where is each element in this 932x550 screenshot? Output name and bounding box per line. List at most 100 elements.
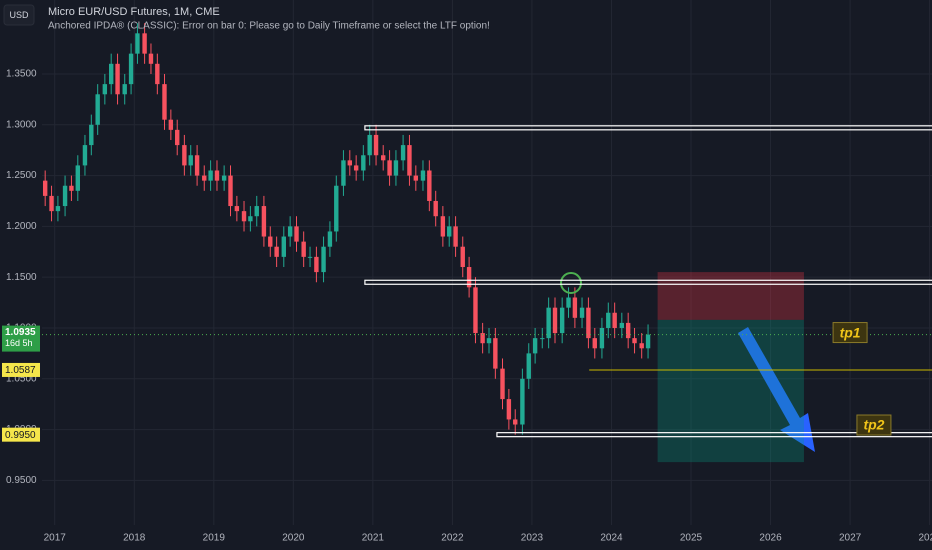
x-tick-label: 2028 [918,533,932,544]
candle-body [122,84,127,95]
candle-body [254,206,259,217]
candle-body [168,119,174,130]
x-tick-label: 2018 [123,533,146,544]
candle-body [268,236,273,247]
candle-body [234,206,240,212]
candle-body [202,175,207,181]
candle-body [55,206,61,212]
candle-body [500,368,505,400]
candle-body [540,338,545,340]
price-label: 1.0587 [5,365,36,376]
arrow [738,327,815,452]
x-tick-label: 2022 [441,533,464,544]
candle-body [592,338,597,349]
candle-body [552,307,558,334]
candle-body [69,185,74,191]
candle-body [453,226,458,247]
candle-body [62,185,68,207]
candle-body [75,165,80,191]
price-label: 0.9950 [5,430,36,441]
candle-body [281,236,286,257]
candle-body [381,155,386,161]
annotation-box [856,414,892,436]
candle-body [645,334,651,349]
y-tick-label: 0.9500 [6,475,37,486]
price-label-box [2,362,40,377]
candle-body [301,241,306,257]
marks [42,23,651,435]
x-tick-label: 2017 [44,533,67,544]
candle-body [407,145,412,176]
y-tick-label: 1.0500 [6,373,37,384]
candle-body [307,256,313,258]
annotation: tp1 [840,324,861,340]
candle-body [447,226,452,237]
y-tick-label: 1.1500 [6,272,37,283]
x-tick-label: 2019 [203,533,226,544]
candle-body [619,322,625,328]
candle-body [102,84,108,95]
candle-body [513,419,518,425]
candle-body [175,129,180,146]
candle-body [327,231,333,247]
candle-body [466,267,472,288]
candle-body [314,256,319,273]
y-tick-label: 1.3000 [6,119,37,130]
currency-button[interactable] [3,4,35,26]
level-line [364,125,932,131]
level-line [364,279,932,285]
y-tick-label: 1.2500 [6,170,37,181]
x-tick-label: 2024 [600,533,623,544]
candle-body [162,84,167,120]
candle-body [353,165,359,171]
candle-body [632,338,637,344]
last-price: 1.0935 [5,327,36,338]
candle-body [559,307,565,334]
y-tick-label: 1.3500 [6,69,37,80]
candle-body [433,200,438,217]
candle-body [420,170,426,181]
candle-body [480,333,485,344]
candle-body [361,155,366,171]
x-tick-label: 2023 [521,533,544,544]
candle-body [579,307,585,318]
candle-body [128,53,134,85]
candle-body [486,338,492,344]
candle-body [341,160,346,186]
candle-body [214,170,220,181]
candle-body [115,63,120,95]
x-tick-label: 2026 [759,533,782,544]
candle-body [49,195,54,212]
candle-body [413,175,419,181]
countdown: 16d 5h [5,338,33,348]
candle-body [135,33,140,54]
candle-body [188,155,193,166]
price-label-box [2,427,40,442]
candle-body [182,145,187,166]
candle-body [89,124,94,146]
candle-body [241,211,247,222]
candle-body [460,246,465,268]
candle-body [294,226,299,242]
candle-body [367,134,372,156]
candle-body [440,216,446,237]
candle-body [228,175,233,207]
annotation-box [832,322,868,344]
candle-body [108,63,114,85]
stop-zone [657,272,804,320]
candle-body [274,246,279,257]
candle-body [473,287,478,334]
candle-body [427,170,432,201]
x-tick-label: 2025 [680,533,703,544]
annotation: tp2 [863,417,884,433]
candle-body [287,226,293,237]
candle-body [82,145,88,166]
candle-body [506,399,512,420]
candle-body [612,312,617,328]
chart-title: Micro EUR/USD Futures, 1M, CME [48,6,220,18]
candle-body [526,353,531,379]
y-tick-label: 1.2000 [6,221,37,232]
